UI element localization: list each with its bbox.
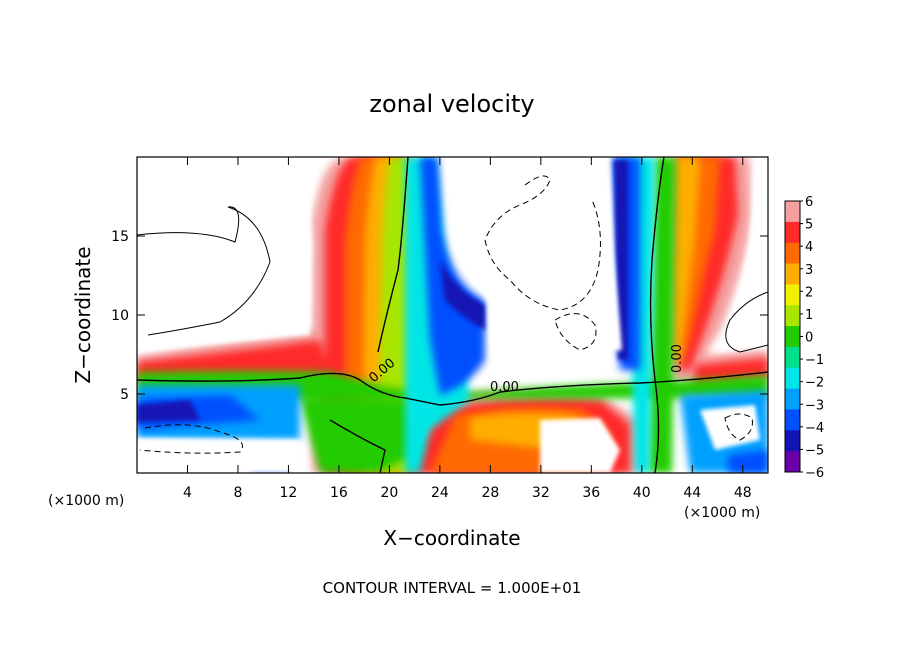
contour-label-2: 0.00	[490, 380, 519, 395]
x-tick-label: 28	[481, 485, 499, 501]
x-tick-label: 12	[280, 485, 298, 501]
contour-negative-bottom-right	[724, 413, 753, 441]
colorbar: 6 5 4 3 2 1 0 −1 −2 −3 −4 −5 −6	[784, 195, 824, 481]
field-blue-left-plume	[420, 157, 485, 395]
zero-contours	[137, 157, 768, 473]
contour-zero-bottom-wedge	[329, 419, 386, 473]
y-axis-label: Z−coordinate	[71, 246, 95, 383]
field-zero-gap-bottom-right	[540, 418, 620, 473]
colorbar-swatch	[785, 305, 800, 327]
contour-zero-low-level	[137, 371, 768, 406]
x-tick-label: 48	[734, 485, 752, 501]
colorbar-label: 2	[805, 285, 813, 300]
y-tick-label: 10	[111, 308, 129, 324]
colorbar-label: 6	[805, 195, 813, 210]
colorbar-label: −1	[805, 353, 824, 368]
field-zero-gap-bottom-left	[137, 438, 300, 473]
x-unit-right: (×1000 m)	[684, 505, 760, 521]
colorbar-swatch	[785, 346, 800, 369]
colorbar-swatch	[785, 430, 800, 452]
colorbar-swatch	[785, 451, 800, 473]
x-tick-label: 20	[380, 485, 398, 501]
x-tick-label: 8	[233, 485, 242, 501]
velocity-field: 0.00 0.00 0.00	[137, 157, 768, 473]
field-zero-region-left	[137, 157, 320, 352]
x-tick-label: 16	[330, 485, 348, 501]
colorbar-swatch	[785, 263, 800, 285]
x-tick-label: 32	[532, 485, 550, 501]
contour-label-3: 0.00	[670, 344, 685, 373]
contour-negative-upper-center	[484, 175, 601, 311]
colorbar-swatch	[785, 221, 800, 244]
x-tick-label: 24	[431, 485, 449, 501]
colorbar-swatch	[785, 388, 800, 410]
x-tick-label: 36	[582, 485, 600, 501]
contour-interval-footer: CONTOUR INTERVAL = 1.000E+01	[323, 579, 582, 597]
colorbar-swatch	[785, 284, 800, 306]
field-blue-surface-right	[728, 450, 768, 473]
x-tick-label: 44	[683, 485, 701, 501]
x-tick-label: 4	[183, 485, 192, 501]
contour-negative-bottom-left	[139, 424, 243, 454]
colorbar-label: −5	[805, 443, 824, 458]
field-zero-region-right	[718, 157, 768, 352]
contour-zero-left-plume	[377, 157, 409, 353]
x-axis-label: X−coordinate	[383, 526, 520, 550]
colorbar-label: −4	[805, 421, 824, 436]
field-green-right-column	[648, 157, 676, 473]
colorbar-swatch	[785, 367, 800, 390]
colorbar-swatch	[785, 326, 800, 348]
x-unit-left: (×1000 m)	[48, 493, 124, 509]
field-navy-low-left	[137, 400, 200, 422]
y-tick-label: 5	[120, 387, 129, 403]
plot-area: 0.00 0.00 0.00 4 8 12 16 20 24 28 32 36 40 44 48 51…	[111, 156, 769, 501]
colorbar-label: 1	[805, 308, 813, 323]
colorbar-label: 5	[805, 218, 813, 233]
y-tick-label: 15	[111, 229, 129, 245]
x-tick-label: 40	[633, 485, 651, 501]
colorbar-swatch	[785, 201, 800, 223]
y-ticks: 5 10 15	[111, 229, 768, 403]
chart-title: zonal velocity	[369, 90, 534, 118]
colorbar-label: −3	[805, 398, 824, 413]
colorbar-swatch	[785, 242, 800, 265]
colorbar-label: 3	[805, 263, 813, 278]
colorbar-label: 0	[805, 331, 813, 346]
contour-negative-center-pocket	[554, 313, 597, 351]
colorbar-label: 4	[805, 240, 813, 255]
negative-contours	[139, 175, 753, 454]
colorbar-label: −2	[805, 376, 824, 391]
contour-positive-left-lobe	[137, 206, 271, 336]
field-navy-left-plume	[440, 260, 485, 330]
positive-contours	[137, 206, 768, 353]
field-zero-gap-right-pocket	[700, 405, 760, 450]
colorbar-swatch	[785, 409, 800, 431]
field-red-low-band	[137, 340, 330, 380]
field-yellow-right-column	[672, 157, 700, 360]
contour-zero-right-column	[649, 157, 665, 473]
colorbar-label: −6	[805, 466, 824, 481]
contour-positive-right-lobe	[725, 291, 768, 353]
x-ticks: 4 8 12 16 20 24 28 32 36 40 44 48	[183, 157, 752, 501]
field-zero-region-center	[462, 157, 622, 360]
